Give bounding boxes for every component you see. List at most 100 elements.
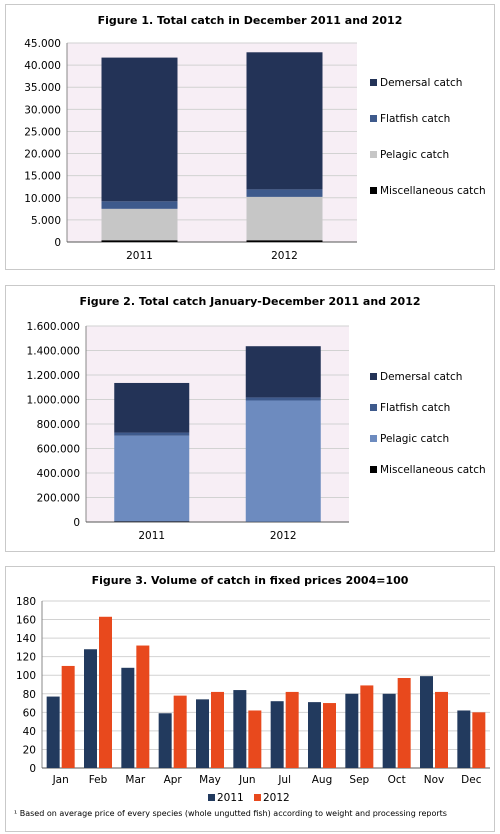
- bar-2012: [323, 703, 336, 768]
- y-tick-label: 5.000: [31, 215, 61, 227]
- bar-pelagic-catch: [245, 400, 321, 522]
- x-tick-label: Dec: [461, 774, 482, 786]
- bar-demersal-catch: [246, 52, 323, 190]
- legend-swatch: [370, 373, 377, 380]
- y-tick-label: 30.000: [24, 104, 61, 116]
- x-tick-label: Jul: [277, 774, 291, 786]
- y-tick-label: 200.000: [37, 493, 80, 505]
- legend-swatch: [254, 794, 261, 801]
- bar-2012: [248, 710, 262, 768]
- x-tick-label: 2012: [270, 530, 297, 542]
- legend-label: Miscellaneous catch: [380, 185, 486, 197]
- y-tick-label: 35.000: [24, 82, 61, 94]
- x-tick-label: 2011: [126, 250, 153, 262]
- bar-2012: [136, 645, 150, 768]
- y-tick-label: 0: [54, 237, 61, 249]
- legend-swatch: [208, 794, 215, 801]
- y-tick-label: 800.000: [37, 419, 80, 431]
- bar-demersal-catch: [101, 57, 178, 202]
- y-tick-label: 60: [23, 707, 36, 719]
- y-tick-label: 0: [29, 763, 36, 775]
- bar-2012: [211, 691, 224, 768]
- y-tick-label: 1.000.000: [27, 395, 80, 407]
- bar-2012: [397, 678, 411, 768]
- figure2-panel: Figure 2. Total catch January-December 2…: [5, 285, 495, 552]
- x-tick-label: Oct: [388, 774, 406, 786]
- bar-2011: [196, 699, 209, 768]
- figure1-title: Figure 1. Total catch in December 2011 a…: [97, 14, 403, 27]
- y-tick-label: 0: [73, 517, 80, 529]
- legend-swatch: [370, 151, 377, 158]
- y-tick-label: 40: [23, 726, 36, 738]
- y-tick-label: 10.000: [24, 193, 61, 205]
- figure3-title: Figure 3. Volume of catch in fixed price…: [91, 574, 409, 587]
- bar-2012: [173, 695, 187, 768]
- legend-swatch: [370, 115, 377, 122]
- bar-2011: [121, 667, 135, 768]
- bar-2011: [270, 701, 284, 768]
- bar-2012: [285, 691, 299, 768]
- bar-2011: [158, 713, 172, 768]
- bar-pelagic-catch: [101, 208, 178, 241]
- bar-2011: [420, 676, 433, 768]
- bar-2011: [46, 696, 60, 768]
- legend-label: Pelagic catch: [380, 149, 449, 161]
- x-tick-label: Aug: [312, 774, 333, 786]
- figure1-panel: Figure 1. Total catch in December 2011 a…: [5, 4, 495, 270]
- bar-2011: [84, 649, 97, 768]
- legend-swatch: [370, 187, 377, 194]
- bar-2011: [345, 693, 359, 768]
- bar-2012: [61, 665, 75, 768]
- x-tick-label: May: [199, 774, 221, 786]
- bar-miscellaneous-catch: [246, 240, 323, 242]
- bar-flatfish-catch: [245, 397, 321, 401]
- x-tick-label: Mar: [125, 774, 145, 786]
- bar-flatfish-catch: [101, 201, 178, 209]
- x-tick-label: Feb: [89, 774, 108, 786]
- legend-label: Demersal catch: [380, 77, 462, 89]
- y-tick-label: 140: [16, 633, 36, 645]
- x-tick-label: Jan: [52, 774, 69, 786]
- y-tick-label: 100: [16, 670, 36, 682]
- y-tick-label: 40.000: [24, 60, 61, 72]
- bar-pelagic-catch: [114, 435, 190, 522]
- y-tick-label: 600.000: [37, 444, 80, 456]
- bar-demersal-catch: [114, 382, 190, 433]
- figure2-chart: 0 200.000 400.000 600.000 800.000 1.000.000 1.…: [27, 321, 486, 542]
- y-tick-label: 20: [23, 744, 36, 756]
- x-tick-label: Nov: [424, 774, 445, 786]
- figure2-title: Figure 2. Total catch January-December 2…: [79, 295, 421, 308]
- bar-2012: [360, 685, 374, 768]
- y-tick-label: 1.200.000: [27, 370, 80, 382]
- bar-2011: [233, 690, 247, 768]
- bar-2012: [99, 616, 112, 768]
- figure3-footnote: ¹ Based on average price of every specie…: [14, 809, 447, 818]
- bar-2011: [457, 710, 471, 768]
- y-tick-label: 25.000: [24, 126, 61, 138]
- y-tick-label: 45.000: [24, 38, 61, 50]
- y-tick-label: 80: [23, 689, 36, 701]
- legend-swatch: [370, 404, 377, 411]
- y-tick-label: 120: [16, 652, 36, 664]
- bar-demersal-catch: [245, 346, 321, 398]
- legend-swatch: [370, 79, 377, 86]
- bar-flatfish-catch: [246, 189, 323, 197]
- legend-label: Flatfish catch: [380, 402, 450, 414]
- legend-swatch: [370, 435, 377, 442]
- y-tick-label: 15.000: [24, 171, 61, 183]
- legend-swatch: [370, 466, 377, 473]
- x-tick-label: Sep: [349, 774, 369, 786]
- legend-label: Miscellaneous catch: [380, 464, 486, 476]
- bar-2011: [308, 702, 321, 768]
- legend-label: Pelagic catch: [380, 433, 449, 445]
- y-tick-label: 1.600.000: [27, 321, 80, 333]
- y-tick-label: 400.000: [37, 468, 80, 480]
- bar-2011: [382, 693, 396, 768]
- legend-label: Demersal catch: [380, 371, 462, 383]
- figure3-chart: 0 20 40 60 80 100 120 140 160 180 Jan Feb Mar Apr May J…: [16, 596, 490, 804]
- y-tick-label: 20.000: [24, 149, 61, 161]
- bar-2012: [435, 691, 448, 768]
- bar-miscellaneous-catch: [101, 240, 178, 242]
- legend-label: 2012: [263, 792, 290, 804]
- legend-label: Flatfish catch: [380, 113, 450, 125]
